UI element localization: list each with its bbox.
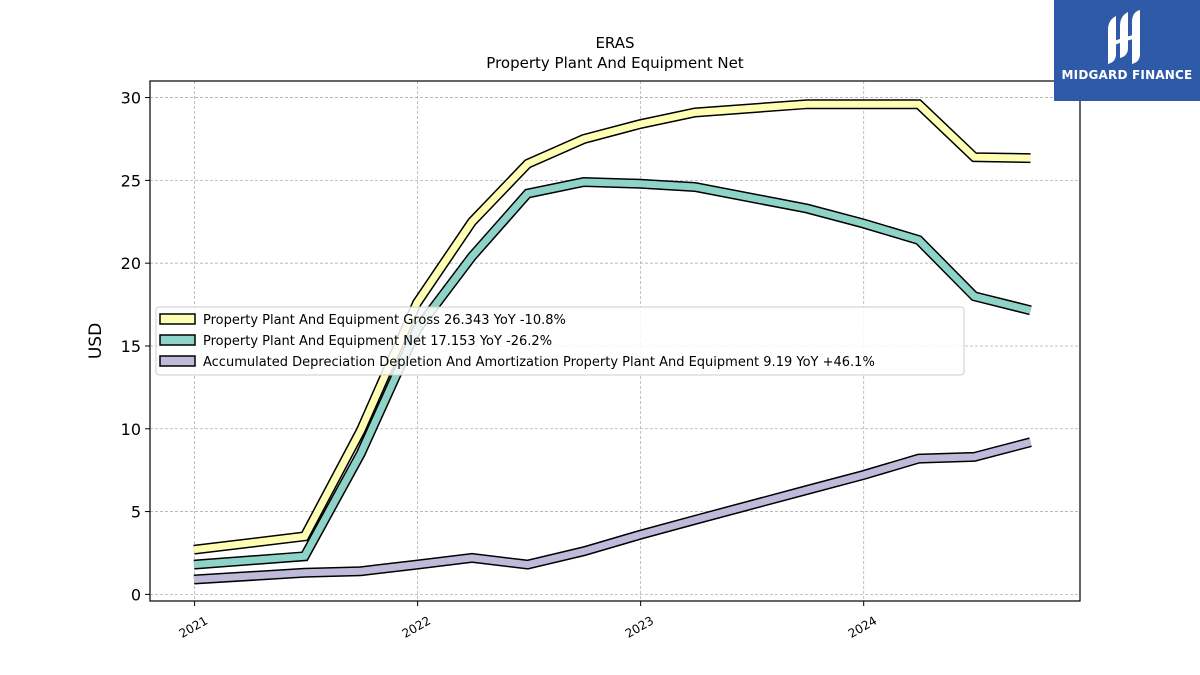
x-tick-label: 2024 <box>846 613 879 640</box>
y-tick-label: 30 <box>121 89 141 108</box>
legend-entry: Accumulated Depreciation Depletion And A… <box>203 355 875 370</box>
legend-swatch <box>159 355 196 367</box>
legend-entry: Property Plant And Equipment Net 17.153 … <box>203 334 552 349</box>
series-line-property-plant-and-equipment-net <box>193 178 1032 569</box>
series-line-accumulated-depreciation-depletion-and-amortization-property-plant-and-equipment <box>193 438 1032 583</box>
y-tick-label: 25 <box>121 171 141 190</box>
x-tick-label: 2023 <box>623 613 656 640</box>
logo-text: MIDGARD FINANCE <box>1061 68 1193 82</box>
midgard-logo-icon <box>1108 10 1140 64</box>
y-tick-label: 5 <box>131 503 141 522</box>
chart-title: ERAS <box>595 34 634 52</box>
legend: Property Plant And Equipment Gross 26.34… <box>155 306 965 376</box>
y-tick-label: 20 <box>121 254 141 273</box>
y-tick-label: 15 <box>121 337 141 356</box>
x-tick-label: 2022 <box>400 613 433 640</box>
chart-subtitle: Property Plant And Equipment Net <box>486 54 743 72</box>
legend-box <box>155 306 965 376</box>
y-tick-label: 10 <box>121 420 141 439</box>
brand-logo: MIDGARD FINANCE <box>1054 0 1200 101</box>
legend-entry: Property Plant And Equipment Gross 26.34… <box>203 313 566 328</box>
y-tick-label: 0 <box>131 585 141 604</box>
y-axis-label: USD <box>86 323 106 359</box>
series-line-property-plant-and-equipment-gross <box>193 100 1031 554</box>
legend-swatch <box>159 334 196 346</box>
legend-swatch <box>159 313 196 325</box>
series-lines <box>193 99 1032 585</box>
x-tick-label: 2021 <box>177 613 210 640</box>
plot-frame <box>149 80 1081 602</box>
